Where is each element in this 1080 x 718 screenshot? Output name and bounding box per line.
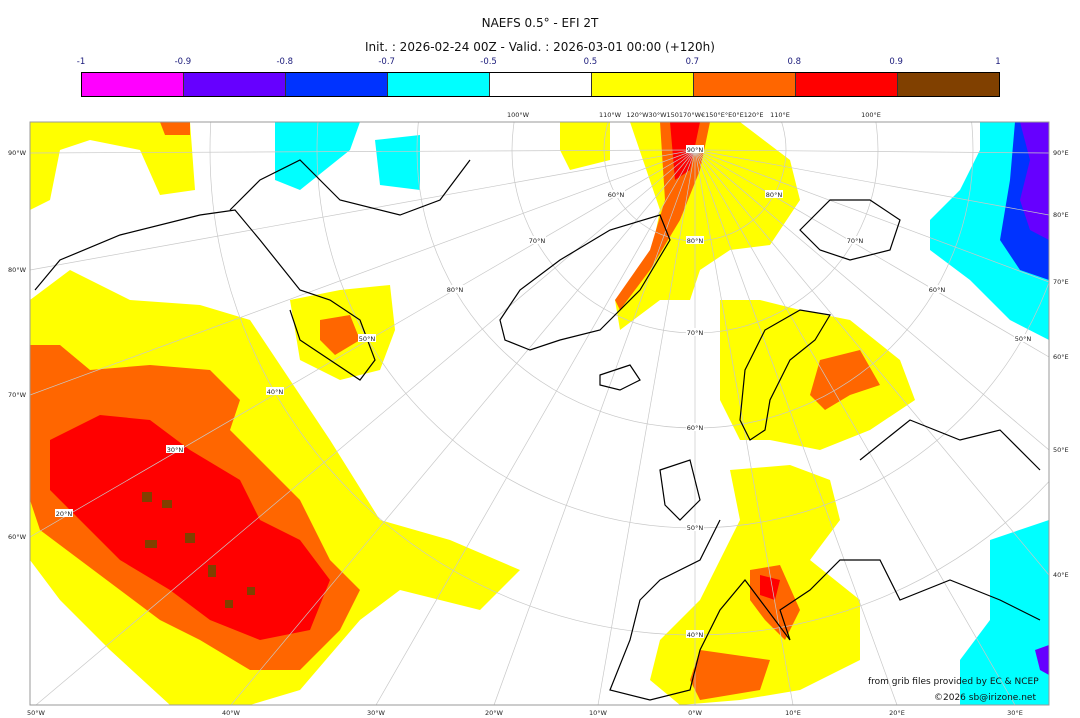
coordinate-labels: 90°W 80°W 70°W 60°W 90°E 80°E 70°E 60°E 50°E 40°E…	[8, 111, 1069, 717]
longitude-label-bottom: 20°E	[889, 709, 905, 717]
longitude-label-right: 70°E	[1053, 278, 1069, 286]
colorbar-segment	[694, 73, 796, 96]
map-frame	[29, 121, 1050, 706]
colorbar	[81, 72, 1000, 97]
longitude-label-top: 110°E	[770, 111, 790, 119]
longitude-label-top: 100°E	[861, 111, 881, 119]
coastlines	[34, 159, 1041, 701]
colorbar-label: -0.7	[378, 57, 395, 67]
latitude-label: 20°N	[56, 510, 73, 518]
latitude-label: 60°N	[929, 286, 946, 294]
colorbar-label: 0.7	[685, 57, 700, 67]
figure-subtitle: Init. : 2026-02-24 00Z - Valid. : 2026-0…	[365, 40, 715, 54]
longitude-label-top: 120°W30°W150170°W€150°E°E0°E120°E	[626, 111, 763, 119]
latitude-label: 30°N	[167, 446, 184, 454]
latitude-label: 80°N	[766, 191, 783, 199]
colorbar-label: 1	[995, 57, 1001, 67]
colorbar-segment	[286, 73, 388, 96]
copyright-credit: ©2026 sb@irizone.net	[934, 693, 1036, 703]
longitude-label-bottom: 20°W	[485, 709, 504, 717]
colorbar-segment	[82, 73, 184, 96]
longitude-label-right: 90°E	[1053, 149, 1069, 157]
colorbar-label: -0.5	[480, 57, 497, 67]
longitude-label-top: 100°W	[507, 111, 530, 119]
latitude-label: 50°N	[1015, 335, 1032, 343]
colorbar-segment	[388, 73, 490, 96]
longitude-label-bottom: 0°W	[688, 709, 702, 717]
longitude-label-left: 80°W	[8, 266, 27, 274]
latitude-label: 40°N	[267, 388, 284, 396]
colorbar-segment	[184, 73, 286, 96]
latitude-label: 70°N	[847, 237, 864, 245]
longitude-label-right: 50°E	[1053, 446, 1069, 454]
latitude-label: 60°N	[608, 191, 625, 199]
longitude-label-bottom: 50°W	[27, 709, 46, 717]
latitude-label: 60°N	[687, 424, 704, 432]
colorbar-segment	[898, 73, 999, 96]
colorbar-segment	[592, 73, 694, 96]
longitude-label-top: 110°W	[599, 111, 622, 119]
colorbar-segment	[490, 73, 592, 96]
latitude-label: 80°N	[687, 237, 704, 245]
longitude-label-bottom: 30°E	[1007, 709, 1023, 717]
longitude-label-bottom: 10°E	[785, 709, 801, 717]
latitude-label: 80°N	[447, 286, 464, 294]
latitude-label: 40°N	[687, 631, 704, 639]
efi-cold-areas	[275, 122, 1049, 705]
latitude-label: 90°N	[687, 146, 704, 154]
efi-brown-areas	[142, 492, 255, 608]
longitude-label-right: 80°E	[1053, 211, 1069, 219]
colorbar-label: 0.8	[787, 57, 801, 67]
latitude-label: 70°N	[529, 237, 546, 245]
longitude-label-right: 40°E	[1053, 571, 1069, 579]
colorbar-label: 0.9	[889, 57, 903, 67]
colorbar-label: -0.8	[276, 57, 294, 67]
efi-field	[30, 122, 1049, 705]
longitude-label-left: 60°W	[8, 533, 27, 541]
colorbar-label: -1	[76, 57, 86, 67]
longitude-label-bottom: 10°W	[589, 709, 608, 717]
colorbar-segment	[796, 73, 898, 96]
efi-red-areas	[50, 122, 780, 640]
longitude-label-bottom: 40°W	[222, 709, 241, 717]
latitude-label: 50°N	[359, 335, 376, 343]
colorbar-label: -0.9	[174, 57, 192, 67]
latitude-label: 50°N	[687, 524, 704, 532]
longitude-label-left: 90°W	[8, 149, 27, 157]
longitude-label-right: 60°E	[1053, 353, 1069, 361]
colorbar-label: 0.5	[583, 57, 598, 67]
longitude-label-left: 70°W	[8, 391, 27, 399]
longitude-label-bottom: 30°W	[367, 709, 386, 717]
data-source-credit: from grib files provided by EC & NCEP	[868, 677, 1039, 687]
figure-title: NAEFS 0.5° - EFI 2T	[481, 16, 599, 30]
latitude-label: 70°N	[687, 329, 704, 337]
